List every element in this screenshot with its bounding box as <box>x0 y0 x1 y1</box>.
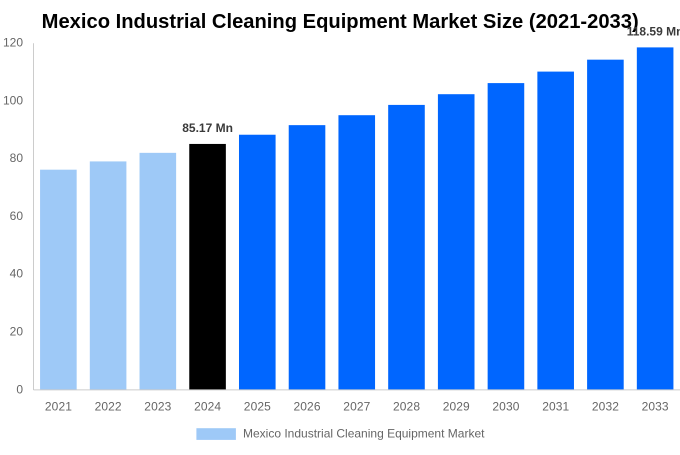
svg-text:2031: 2031 <box>542 399 569 413</box>
svg-text:2029: 2029 <box>443 399 470 413</box>
svg-text:2021: 2021 <box>45 399 72 413</box>
svg-text:2022: 2022 <box>95 399 122 413</box>
svg-text:2030: 2030 <box>492 399 519 413</box>
svg-text:118.59 Mn: 118.59 Mn <box>627 24 680 38</box>
svg-text:120: 120 <box>3 36 23 50</box>
svg-text:100: 100 <box>3 93 23 107</box>
svg-text:20: 20 <box>10 325 24 339</box>
svg-text:2032: 2032 <box>592 399 619 413</box>
svg-text:2033: 2033 <box>642 399 669 413</box>
svg-text:2028: 2028 <box>393 399 420 413</box>
svg-text:2024: 2024 <box>194 399 221 413</box>
svg-text:0: 0 <box>16 382 23 396</box>
svg-text:2027: 2027 <box>343 399 370 413</box>
svg-text:Mexico Industrial Cleaning Equ: Mexico Industrial Cleaning Equipment Mar… <box>243 426 485 440</box>
svg-text:60: 60 <box>10 209 24 223</box>
svg-text:85.17 Mn: 85.17 Mn <box>182 121 233 135</box>
svg-text:40: 40 <box>10 267 24 281</box>
svg-text:2023: 2023 <box>144 399 171 413</box>
svg-text:2026: 2026 <box>294 399 321 413</box>
svg-text:2025: 2025 <box>244 399 271 413</box>
svg-text:80: 80 <box>10 151 24 165</box>
svg-text:Mexico Industrial Cleaning Equ: Mexico Industrial Cleaning Equipment Mar… <box>42 11 639 33</box>
